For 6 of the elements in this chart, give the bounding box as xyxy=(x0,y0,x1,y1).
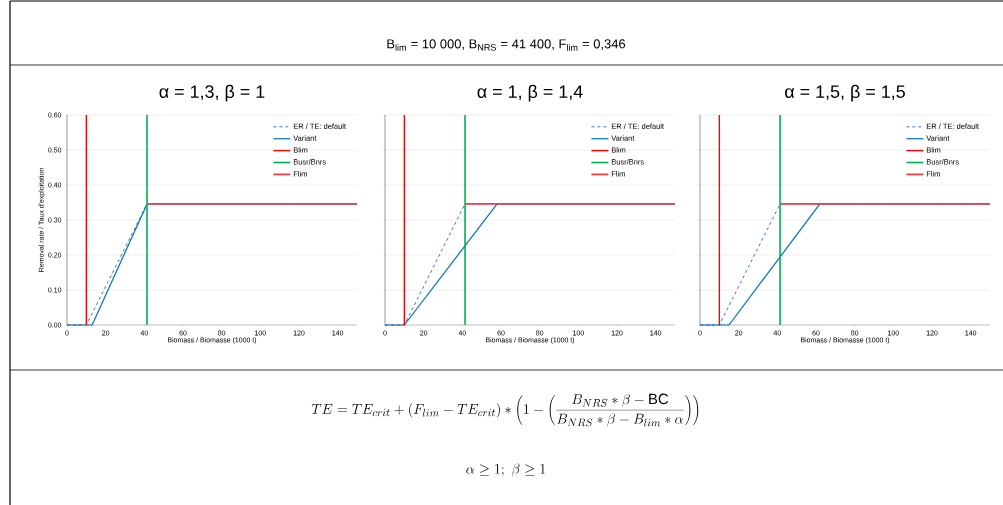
chart-title: α = 1,3, β = 1 xyxy=(159,84,265,102)
text: B$_{lim}$ = 10 000, B$_{NRS}$ = 41 400, F$_{lim}$ = 0,346 xyxy=(387,39,626,51)
text: $\alpha \geq 1;\ \beta \geq 1$ xyxy=(466,463,546,477)
chart-title: α = 1, β = 1,4 xyxy=(477,84,583,102)
chart-title: α = 1,5, β = 1,5 xyxy=(785,84,905,102)
text: $TE = TE_{crit} + (F_{lim} - TE_{crit}) * \left(1 - \left(\frac{B_{NRS} * \beta - \mathrm{BC}}{B_{NRS} * \beta - B_{lim} * \alpha}\right)\right)$ xyxy=(311,393,699,427)
